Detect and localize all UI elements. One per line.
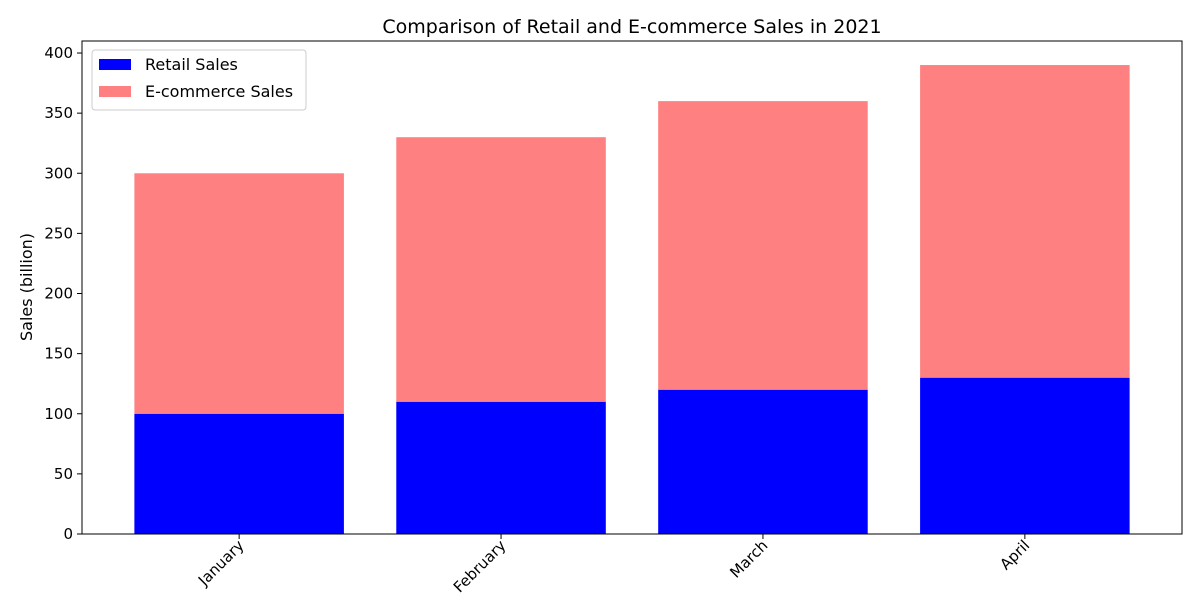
legend-label: Retail Sales [145, 55, 238, 74]
bar-ecommerce-january [134, 173, 344, 413]
x-tick-label-january: January [194, 536, 248, 590]
y-tick-label: 400 [44, 44, 73, 62]
x-tick-label-march: March [726, 536, 771, 581]
legend-swatch [99, 86, 131, 97]
y-tick-label: 300 [44, 164, 73, 182]
y-tick-label: 350 [44, 104, 73, 122]
bar-ecommerce-february [396, 137, 606, 402]
x-tick-label-april: April [996, 536, 1033, 573]
x-tick-label-february: February [450, 536, 510, 596]
bar-retail-march [658, 390, 868, 534]
legend-label: E-commerce Sales [145, 82, 293, 101]
bar-retail-april [920, 378, 1130, 534]
bar-retail-february [396, 402, 606, 534]
y-tick-label: 50 [54, 465, 73, 483]
y-tick-label: 150 [44, 345, 73, 363]
x-axis: January February March April [194, 534, 1033, 596]
bar-ecommerce-april [920, 65, 1130, 378]
bar-retail-january [134, 414, 344, 534]
y-tick-label: 0 [63, 525, 73, 543]
bar-ecommerce-march [658, 101, 868, 390]
chart-title: Comparison of Retail and E-commerce Sale… [382, 16, 881, 38]
legend-swatch [99, 59, 131, 70]
y-tick-label: 100 [44, 405, 73, 423]
y-tick-label: 200 [44, 285, 73, 303]
y-axis: 0 50 100 150 200 250 300 350 400 [44, 44, 82, 543]
bars-layer [134, 65, 1129, 534]
y-tick-label: 250 [44, 224, 73, 242]
y-axis-label: Sales (billion) [17, 233, 36, 341]
legend: Retail Sales E-commerce Sales [92, 50, 306, 110]
